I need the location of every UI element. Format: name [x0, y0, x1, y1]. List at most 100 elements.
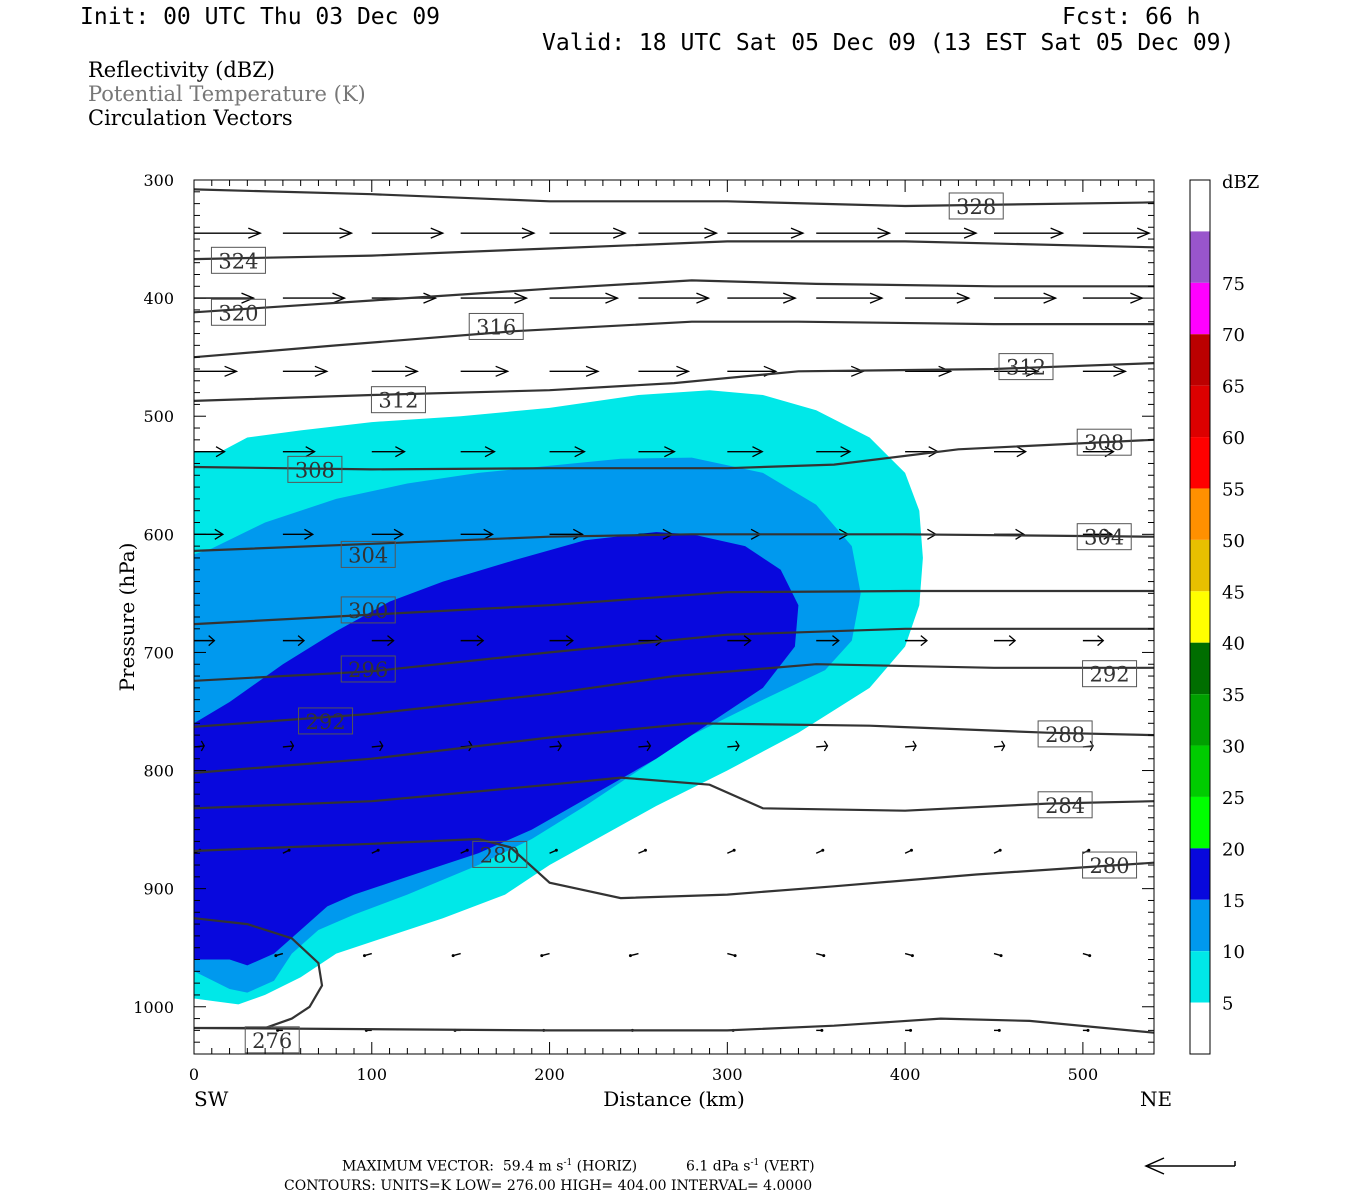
isotherm-label-text: 308 — [1084, 431, 1124, 455]
isotherm-label-text: 316 — [476, 315, 516, 339]
colorbar-level-label: 55 — [1222, 479, 1245, 500]
isotherm-label-box — [244, 1026, 300, 1054]
colorbar-level-label: 5 — [1222, 994, 1233, 1015]
colorbar-segment — [1190, 642, 1210, 695]
vector-arrowhead — [393, 528, 405, 540]
vector-arrowhead — [287, 848, 291, 852]
isotherm-276 — [194, 917, 1154, 1034]
circulation-vectors — [194, 227, 1151, 1032]
vector-arrowhead — [1016, 446, 1028, 458]
vector-arrowhead — [743, 635, 752, 647]
vector-arrowhead — [612, 227, 627, 239]
colorbar-level-label: 25 — [1222, 788, 1245, 809]
isotherm-label-box — [210, 246, 266, 274]
axes: 300 400 500 600 700 800 900 1000 0 100 200 300 400 50… — [115, 171, 1172, 1111]
isotherm-label-312: 312 — [370, 386, 426, 414]
vector-arrowhead — [1089, 740, 1094, 752]
isotherm-label-text: 328 — [956, 195, 996, 219]
isotherm-label-308: 308 — [287, 455, 343, 483]
vector-arrowhead — [430, 227, 445, 239]
vector-arrowhead — [823, 740, 829, 752]
isotherm-292 — [194, 663, 1154, 728]
vector-arrowhead — [790, 227, 805, 239]
vector-arrowhead — [1050, 227, 1065, 239]
vector-arrowhead — [821, 848, 825, 852]
vector-arrowhead — [297, 635, 306, 647]
vector-arrowhead — [305, 446, 316, 458]
isotherm-label-box — [1076, 428, 1132, 456]
vector-arrowhead — [1001, 740, 1006, 752]
forecast-hour: Fcst: 66 h — [1062, 4, 1201, 30]
colorbar-level-label: 15 — [1222, 891, 1245, 912]
max-vector-label: MAXIMUM VECTOR: — [342, 1158, 494, 1175]
vector-arrowhead — [920, 635, 928, 647]
isotherm-328 — [194, 188, 1154, 208]
isotherm-label-280: 280 — [472, 840, 528, 868]
colorbar-segment — [1190, 951, 1210, 1003]
vector-arrowhead — [822, 954, 826, 958]
isotherm-label-text: 320 — [218, 301, 258, 325]
isotherm-320 — [194, 279, 1154, 314]
vector-arrow — [993, 745, 1005, 748]
y-tick-label: 900 — [143, 880, 174, 899]
isotherm-label-text: 276 — [252, 1029, 292, 1053]
vector-arrowhead — [585, 365, 600, 377]
isotherm-308 — [194, 438, 1154, 471]
vector-arrowhead — [379, 740, 384, 752]
vector-arrowhead — [521, 227, 536, 239]
isotherm-label-box — [370, 386, 426, 414]
vector-arrowhead — [554, 848, 558, 852]
vector-arrowhead — [643, 848, 647, 852]
isotherm-label-292: 292 — [1082, 660, 1138, 688]
isotherm-label-text: 288 — [1045, 723, 1085, 747]
vector-arrowhead — [735, 740, 740, 752]
max-vector-vert: 6.1 dPa s — [686, 1158, 751, 1175]
isotherm-label-text: 292 — [1090, 663, 1130, 687]
vector-arrowhead — [1113, 365, 1128, 377]
isotherm-label-text: 292 — [306, 710, 346, 734]
vector-arrowhead — [840, 446, 852, 458]
isotherm-label-box — [340, 540, 396, 568]
isotherm-label-284: 284 — [1037, 791, 1093, 819]
vector-arrowhead — [423, 292, 438, 304]
y-tick-label: 600 — [143, 525, 174, 544]
colorbar-level-label: 45 — [1222, 582, 1245, 603]
vector-arrowhead — [664, 446, 676, 458]
y-tick-label: 300 — [143, 171, 174, 190]
y-tick-label: 700 — [143, 643, 174, 662]
vector-arrowhead — [339, 227, 354, 239]
isotherm-label-300: 300 — [340, 596, 396, 624]
vector-arrowhead — [214, 528, 225, 540]
colorbar: 5 10 15 20 25 30 35 40 45 50 55 60 65 70 75 dBZ — [1189, 172, 1259, 1055]
vector-arrowhead — [484, 446, 496, 458]
vector-arrowhead — [869, 292, 884, 304]
colorbar-level-label: 30 — [1222, 737, 1245, 758]
isotherm-label-box — [948, 192, 1004, 220]
vector-arrowhead — [465, 848, 469, 852]
vector-arrowhead — [387, 635, 395, 647]
colorbar-segment — [1190, 385, 1210, 438]
isotherm-284 — [194, 776, 1154, 812]
x-tick-label: 500 — [1068, 1065, 1099, 1084]
isotherm-280 — [194, 837, 1154, 900]
colorbar-segment — [1190, 437, 1210, 489]
vector-arrowhead — [676, 365, 691, 377]
vector-arrowhead — [224, 365, 239, 377]
vector-arrow — [549, 745, 562, 748]
x-end-label-sw: SW — [194, 1087, 229, 1111]
isotherm-label-box — [287, 455, 343, 483]
colorbar-level-label: 65 — [1222, 377, 1245, 398]
isotherm-label-292: 292 — [298, 707, 354, 735]
colorbar-segment — [1190, 899, 1210, 952]
max-vector-line: MAXIMUM VECTOR: 59.4 m s-1 (HORIZ) 6.1 d… — [342, 1158, 815, 1175]
vector-arrowhead — [565, 635, 574, 647]
colorbar-segment — [1190, 796, 1210, 849]
vector-arrowhead — [1043, 292, 1058, 304]
vector-arrowhead — [248, 227, 262, 239]
vector-arrowhead — [1097, 635, 1105, 647]
isotherm-label-text: 324 — [218, 249, 258, 273]
field-reflectivity: Reflectivity (dBZ) — [88, 58, 276, 82]
vector-arrowhead — [877, 227, 892, 239]
isotherm-label-280: 280 — [1082, 851, 1138, 879]
isotherm-label-308: 308 — [1076, 428, 1132, 456]
